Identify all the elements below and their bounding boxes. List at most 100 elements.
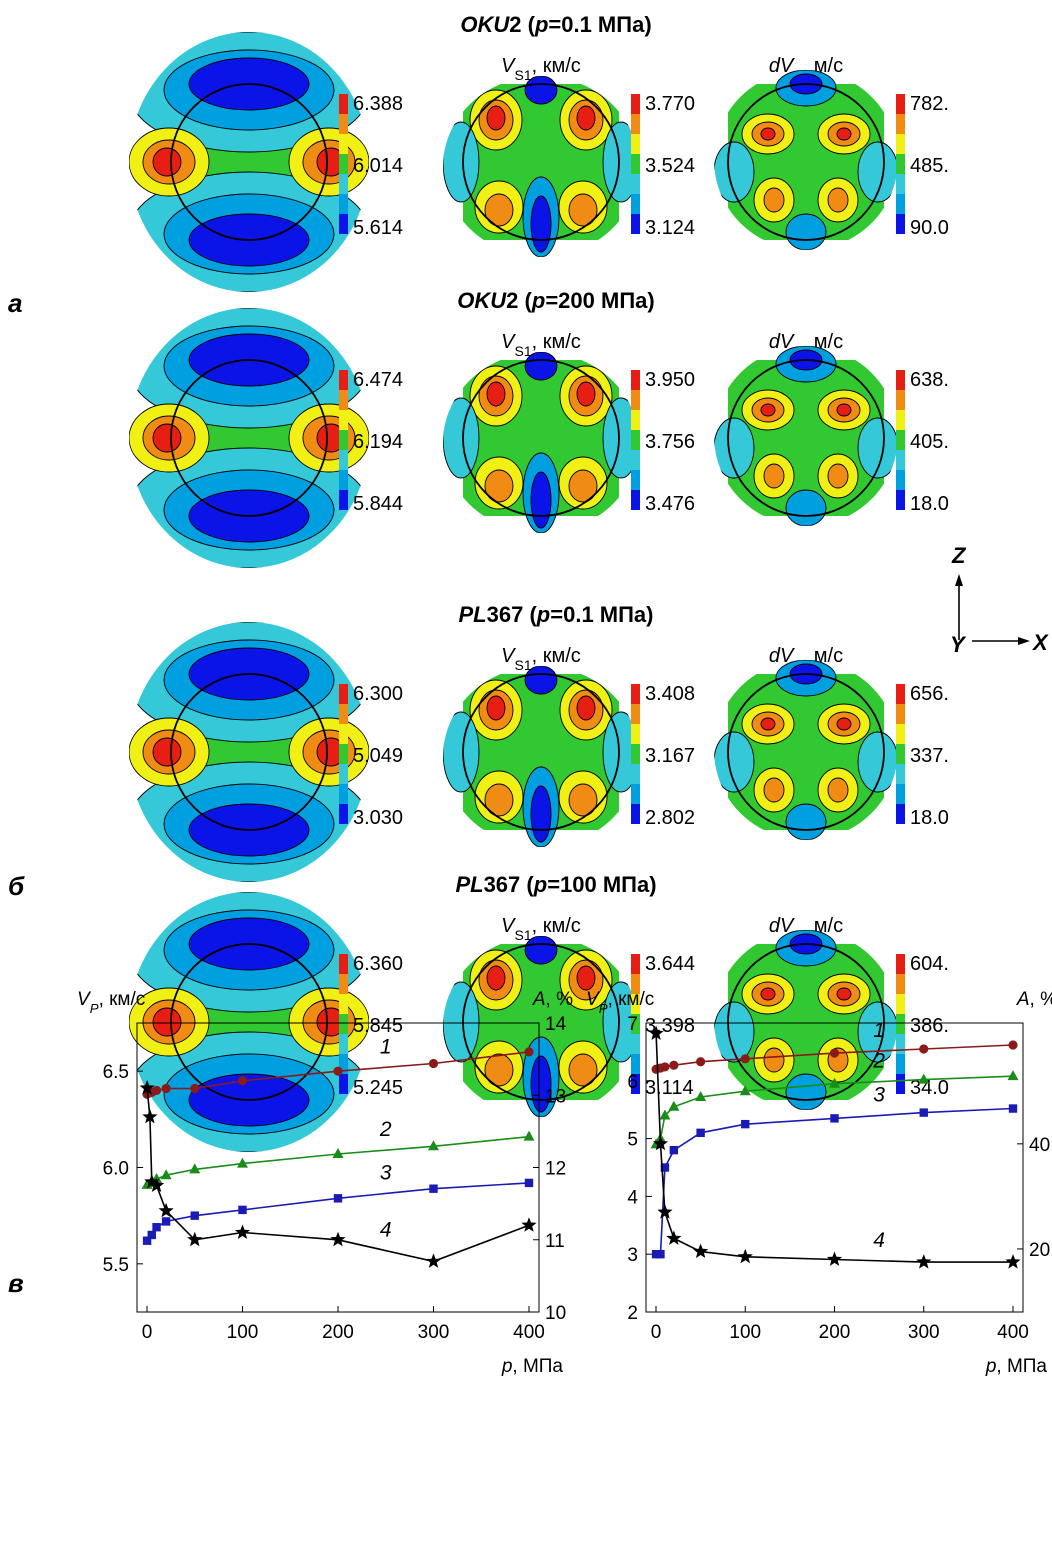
data-point (333, 1066, 343, 1076)
data-point (1007, 1070, 1019, 1081)
data-point (330, 1231, 346, 1247)
x-axis-label: p, МПа (985, 1356, 1048, 1377)
color-scale-step (896, 94, 905, 114)
data-point (829, 1048, 840, 1058)
data-point (660, 1062, 670, 1072)
series-label: 1 (873, 1019, 885, 1042)
data-point (669, 1145, 679, 1155)
color-scale-step (631, 1014, 640, 1034)
chart-right: VP, км/с A, % p, МПа 0 100 200 300 400 2 3 4 5 6 7 20 4… (586, 989, 1052, 1377)
data-point (651, 1250, 661, 1259)
color-scale-step (339, 94, 348, 114)
y2-tick-label: 13 (545, 1086, 566, 1107)
data-point (524, 1178, 534, 1188)
color-scale-label: 3.408 (645, 683, 695, 705)
y-tick-label: 6.5 (103, 1062, 129, 1083)
color-scale-label: 656. (910, 683, 949, 705)
color-scale-step (631, 490, 640, 510)
data-point (428, 1058, 439, 1069)
x-tick-label: 300 (418, 1322, 450, 1343)
color-scale-step (339, 450, 348, 470)
color-scale-step (631, 994, 640, 1014)
color-scale-step (896, 450, 905, 470)
x-tick-label: 0 (651, 1322, 662, 1343)
color-scale-label: 6.014 (353, 155, 403, 177)
orientation-legend: Z Y X (950, 543, 1049, 657)
color-scale-label: 3.644 (645, 953, 695, 975)
series-line (146, 1087, 530, 1263)
data-point (237, 1076, 248, 1086)
data-point (189, 1163, 201, 1174)
color-scale-step (896, 490, 905, 510)
color-scale-step (896, 154, 905, 174)
color-scale-step (631, 410, 640, 430)
color-scale-step (896, 470, 905, 490)
series-label: 2 (379, 1118, 392, 1141)
color-scale: 3.770 3.524 3.124 (631, 93, 695, 239)
color-scale-step (339, 370, 348, 390)
data-point (429, 1184, 438, 1193)
color-scale-label: 6.388 (353, 93, 403, 115)
data-point (161, 1083, 171, 1094)
data-point (333, 1194, 343, 1203)
data-point (152, 1223, 161, 1232)
x-tick-label: 100 (729, 1322, 761, 1343)
x-tick-label: 200 (322, 1322, 354, 1343)
data-point (695, 1090, 707, 1101)
row-title: PL367 (p=0.1 МПа) (459, 602, 654, 627)
data-point (919, 1108, 928, 1117)
series-label: 3 (380, 1162, 392, 1185)
color-scale-label: 405. (910, 431, 949, 453)
panel-letter-b: б (8, 871, 25, 901)
color-scale-step (631, 744, 640, 764)
color-scale-step (339, 1054, 348, 1074)
data-point (652, 1135, 669, 1151)
pole-figure-contours (443, 352, 639, 533)
y-tick-label: 3 (627, 1245, 638, 1266)
pole-figure-outline (170, 943, 328, 1101)
data-point (739, 1085, 751, 1096)
data-point (740, 1054, 750, 1064)
color-scale-step (896, 390, 905, 410)
color-scale-label: 90.0 (910, 217, 949, 239)
pole-figure-vs1: VS1, км/с 3.950 3.756 3.476 (443, 331, 695, 533)
color-scale-label: 6.474 (353, 369, 403, 391)
data-point (187, 1231, 203, 1247)
data-point (524, 1047, 534, 1057)
color-scale-label: 5.845 (353, 1015, 403, 1037)
data-point (826, 1251, 843, 1266)
data-point (428, 1140, 439, 1151)
color-scale-step (631, 1054, 640, 1074)
color-scale-step (631, 704, 640, 724)
color-scale-step (896, 1014, 905, 1034)
color-scale-step (631, 974, 640, 994)
y2-tick-label: 10 (545, 1303, 566, 1324)
data-point (648, 1025, 664, 1040)
color-scale-label: 2.802 (645, 807, 695, 829)
color-scale-step (631, 784, 640, 804)
color-scale-step (631, 1034, 640, 1054)
color-scale-step (339, 684, 348, 704)
color-scale-step (896, 430, 905, 450)
pole-figure-contours (129, 308, 369, 568)
color-scale-step (339, 410, 348, 430)
panel-label: VS1, км/с (501, 645, 581, 673)
color-scale-label: 3.524 (645, 155, 695, 177)
color-scale-step (896, 1054, 905, 1074)
pole-figure-outline (462, 83, 620, 241)
color-scale-step (339, 390, 348, 410)
data-point (237, 1157, 248, 1168)
data-point (147, 1230, 156, 1240)
y-axis-label: VP, км/с (77, 989, 145, 1016)
pole-figure-contours (714, 930, 898, 1110)
color-scale-label: 5.844 (353, 493, 403, 515)
data-point (521, 1217, 537, 1232)
row-title: OKU2 (p=200 МПа) (457, 288, 654, 313)
color-scale-step (896, 974, 905, 994)
data-point (234, 1224, 251, 1239)
color-scale-step (631, 724, 640, 744)
x-tick-label: 400 (997, 1322, 1029, 1343)
